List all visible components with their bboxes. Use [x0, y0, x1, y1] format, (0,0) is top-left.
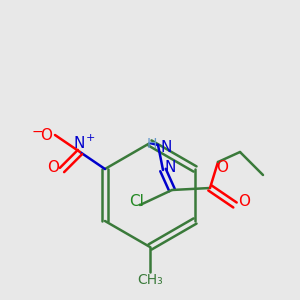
Text: O: O [47, 160, 59, 175]
Text: O: O [238, 194, 250, 209]
Text: N: N [73, 136, 85, 152]
Text: −: − [31, 125, 43, 139]
Text: Cl: Cl [130, 194, 144, 209]
Text: CH₃: CH₃ [137, 273, 163, 287]
Text: O: O [216, 160, 228, 175]
Text: H: H [147, 137, 157, 151]
Text: O: O [40, 128, 52, 143]
Text: +: + [85, 133, 95, 143]
Text: N: N [164, 160, 176, 175]
Text: N: N [160, 140, 172, 155]
